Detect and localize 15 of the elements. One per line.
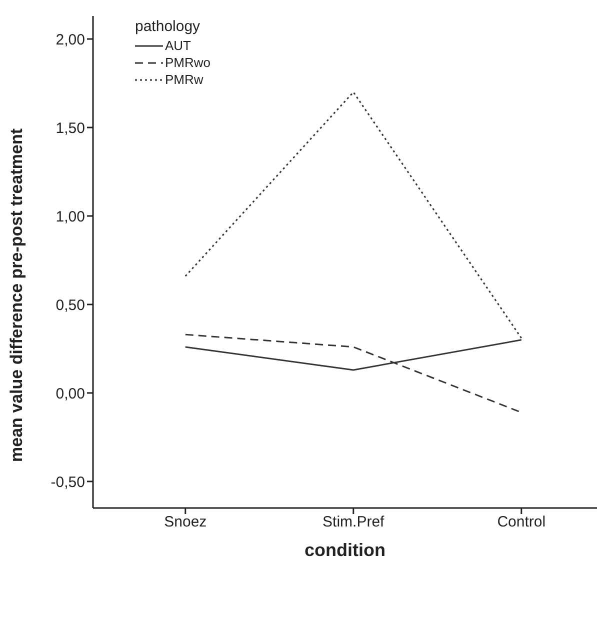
y-tick-label: 2,00 [56, 31, 85, 48]
legend-label: AUT [165, 37, 191, 54]
x-tick-label: Stim.Pref [322, 514, 386, 531]
legend-label: PMRw [165, 71, 204, 88]
x-tick-label: Control [497, 514, 546, 531]
y-axis-title: mean value difference pre-post treatment [7, 128, 26, 462]
legend-label: PMRwo [165, 54, 211, 71]
x-axis-title: condition [304, 540, 386, 560]
legend-title: pathology [135, 18, 202, 35]
y-tick-label: 0,50 [56, 296, 85, 314]
x-tick-label: Snoez [164, 514, 207, 531]
y-tick-label: -0,50 [50, 474, 85, 491]
y-tick-label: 1,50 [56, 120, 85, 137]
y-tick-label: 0,00 [56, 385, 85, 402]
y-tick-label: 1,00 [56, 208, 85, 226]
